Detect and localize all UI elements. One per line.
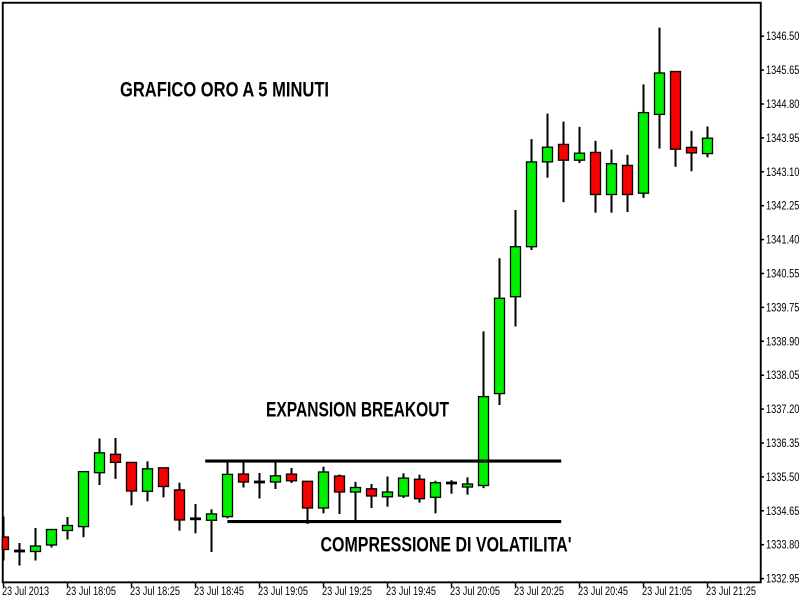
svg-text:23 Jul 18:25: 23 Jul 18:25 [130, 586, 180, 598]
svg-text:1337.20: 1337.20 [766, 404, 799, 416]
svg-text:1342.25: 1342.25 [766, 201, 799, 213]
svg-text:1346.50: 1346.50 [766, 31, 799, 43]
svg-text:23 Jul 20:45: 23 Jul 20:45 [578, 586, 628, 598]
svg-text:1340.55: 1340.55 [766, 269, 799, 281]
svg-text:1343.95: 1343.95 [766, 133, 799, 145]
svg-text:23 Jul 20:05: 23 Jul 20:05 [450, 586, 500, 598]
svg-text:1336.35: 1336.35 [766, 438, 799, 450]
svg-text:1341.40: 1341.40 [766, 235, 799, 247]
svg-text:1344.80: 1344.80 [766, 99, 799, 111]
svg-text:GRAFICO ORO A 5 MINUTI: GRAFICO ORO A 5 MINUTI [120, 78, 329, 101]
svg-text:23 Jul 18:45: 23 Jul 18:45 [194, 586, 244, 598]
svg-text:1339.75: 1339.75 [766, 302, 799, 314]
svg-text:1335.50: 1335.50 [766, 472, 799, 484]
svg-text:1338.05: 1338.05 [766, 370, 799, 382]
svg-text:23 Jul 19:05: 23 Jul 19:05 [258, 586, 308, 598]
svg-text:23 Jul 2013: 23 Jul 2013 [2, 586, 49, 598]
svg-text:EXPANSION BREAKOUT: EXPANSION BREAKOUT [266, 398, 449, 421]
svg-text:23 Jul 18:05: 23 Jul 18:05 [66, 586, 116, 598]
svg-text:1345.65: 1345.65 [766, 65, 799, 77]
svg-text:1332.95: 1332.95 [766, 574, 799, 586]
svg-text:23 Jul 19:45: 23 Jul 19:45 [386, 586, 436, 598]
svg-text:1333.80: 1333.80 [766, 540, 799, 552]
svg-text:23 Jul 21:05: 23 Jul 21:05 [642, 586, 692, 598]
svg-text:COMPRESSIONE DI VOLATILITA': COMPRESSIONE DI VOLATILITA' [321, 533, 572, 556]
svg-text:1343.10: 1343.10 [766, 167, 799, 179]
svg-text:1338.90: 1338.90 [766, 336, 799, 348]
svg-text:23 Jul 19:25: 23 Jul 19:25 [322, 586, 372, 598]
svg-text:23 Jul 20:25: 23 Jul 20:25 [514, 586, 564, 598]
svg-text:23 Jul 21:25: 23 Jul 21:25 [706, 586, 756, 598]
svg-text:1334.65: 1334.65 [766, 506, 799, 518]
